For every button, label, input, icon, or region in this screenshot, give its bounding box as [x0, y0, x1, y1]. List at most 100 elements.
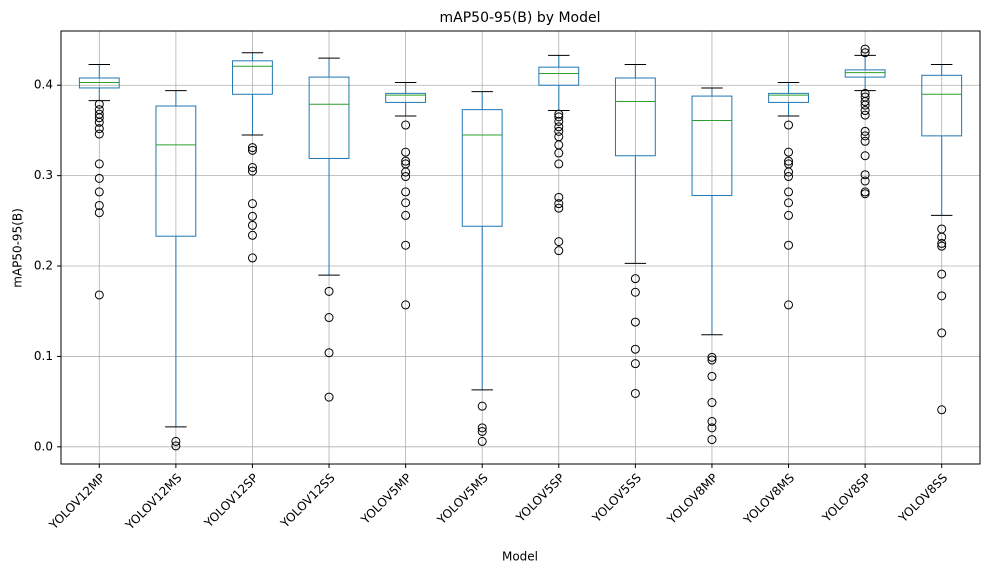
- flier: [630, 344, 640, 354]
- flier: [247, 199, 257, 209]
- flier: [324, 348, 334, 358]
- x-tick-label: YOLOV8MS: [740, 471, 797, 528]
- flier: [707, 371, 717, 381]
- box: [768, 92, 809, 103]
- flier: [707, 435, 717, 445]
- box: [921, 74, 963, 137]
- box: [232, 60, 273, 95]
- flier: [554, 109, 564, 119]
- flier: [860, 189, 870, 199]
- flier: [860, 106, 870, 116]
- x-tick-label: YOLOV5SP: [513, 471, 568, 526]
- flier: [401, 147, 411, 157]
- y-tick-label: 0.2: [34, 259, 53, 273]
- x-tick-label: YOLOV8SS: [895, 471, 950, 526]
- flier: [477, 401, 487, 411]
- x-tick-label: YOLOV8SP: [819, 471, 874, 526]
- flier: [401, 210, 411, 220]
- box: [538, 66, 580, 86]
- box: [844, 69, 886, 78]
- flier: [707, 398, 717, 408]
- flier: [860, 97, 870, 107]
- flier: [247, 162, 257, 172]
- flier: [94, 124, 104, 134]
- flier: [477, 423, 487, 433]
- flier: [247, 211, 257, 221]
- flier: [324, 313, 334, 323]
- flier: [94, 290, 104, 300]
- x-tick-label: YOLOV12SP: [201, 471, 261, 531]
- x-tick-label: YOLOV8MP: [664, 471, 721, 528]
- flier: [247, 143, 257, 153]
- flier: [94, 208, 104, 218]
- flier: [860, 136, 870, 146]
- flier: [784, 167, 794, 177]
- x-tick-label: YOLOV12MS: [122, 471, 184, 533]
- flier: [401, 172, 411, 182]
- x-tick-label: YOLOV5SS: [589, 471, 644, 526]
- flier: [937, 232, 947, 242]
- flier: [94, 173, 104, 183]
- flier: [860, 100, 870, 110]
- x-tick-label: YOLOV5MS: [434, 471, 491, 528]
- flier: [554, 148, 564, 158]
- flier: [784, 198, 794, 208]
- flier: [630, 359, 640, 369]
- flier: [784, 300, 794, 310]
- flier: [784, 187, 794, 197]
- flier: [247, 220, 257, 230]
- flier: [94, 159, 104, 169]
- flier: [94, 129, 104, 139]
- flier: [937, 328, 947, 338]
- flier: [401, 156, 411, 166]
- flier: [247, 145, 257, 155]
- flier: [324, 392, 334, 402]
- flier: [707, 355, 717, 365]
- flier: [630, 317, 640, 327]
- flier: [707, 417, 717, 427]
- flier: [247, 230, 257, 240]
- flier: [554, 199, 564, 209]
- flier: [554, 122, 564, 132]
- flier: [477, 436, 487, 446]
- flier: [401, 300, 411, 310]
- flier: [937, 241, 947, 251]
- y-tick-label: 0.3: [34, 168, 53, 182]
- box: [308, 76, 350, 159]
- y-tick-label: 0.1: [34, 349, 53, 363]
- flier: [477, 426, 487, 436]
- x-axis-label: Model: [502, 550, 538, 564]
- flier: [860, 151, 870, 161]
- flier: [554, 116, 564, 126]
- x-tick-label: YOLOV5MP: [358, 471, 415, 528]
- flier: [860, 170, 870, 180]
- flier: [554, 192, 564, 202]
- flier: [937, 405, 947, 415]
- flier: [784, 147, 794, 157]
- flier: [94, 187, 104, 197]
- flier: [247, 253, 257, 263]
- flier: [94, 117, 104, 127]
- box: [691, 95, 733, 197]
- flier: [860, 110, 870, 120]
- flier: [784, 156, 794, 166]
- flier: [630, 388, 640, 398]
- flier: [860, 131, 870, 141]
- box: [614, 77, 656, 157]
- flier: [554, 159, 564, 169]
- flier: [401, 120, 411, 130]
- flier: [860, 176, 870, 186]
- flier: [937, 238, 947, 248]
- flier: [401, 187, 411, 197]
- flier: [860, 44, 870, 54]
- box: [385, 92, 427, 103]
- flier: [171, 436, 181, 446]
- flier: [554, 126, 564, 136]
- flier: [171, 441, 181, 451]
- flier: [247, 166, 257, 176]
- flier: [784, 172, 794, 182]
- y-tick-label: 0.0: [34, 439, 53, 453]
- flier: [630, 287, 640, 297]
- flier: [784, 210, 794, 220]
